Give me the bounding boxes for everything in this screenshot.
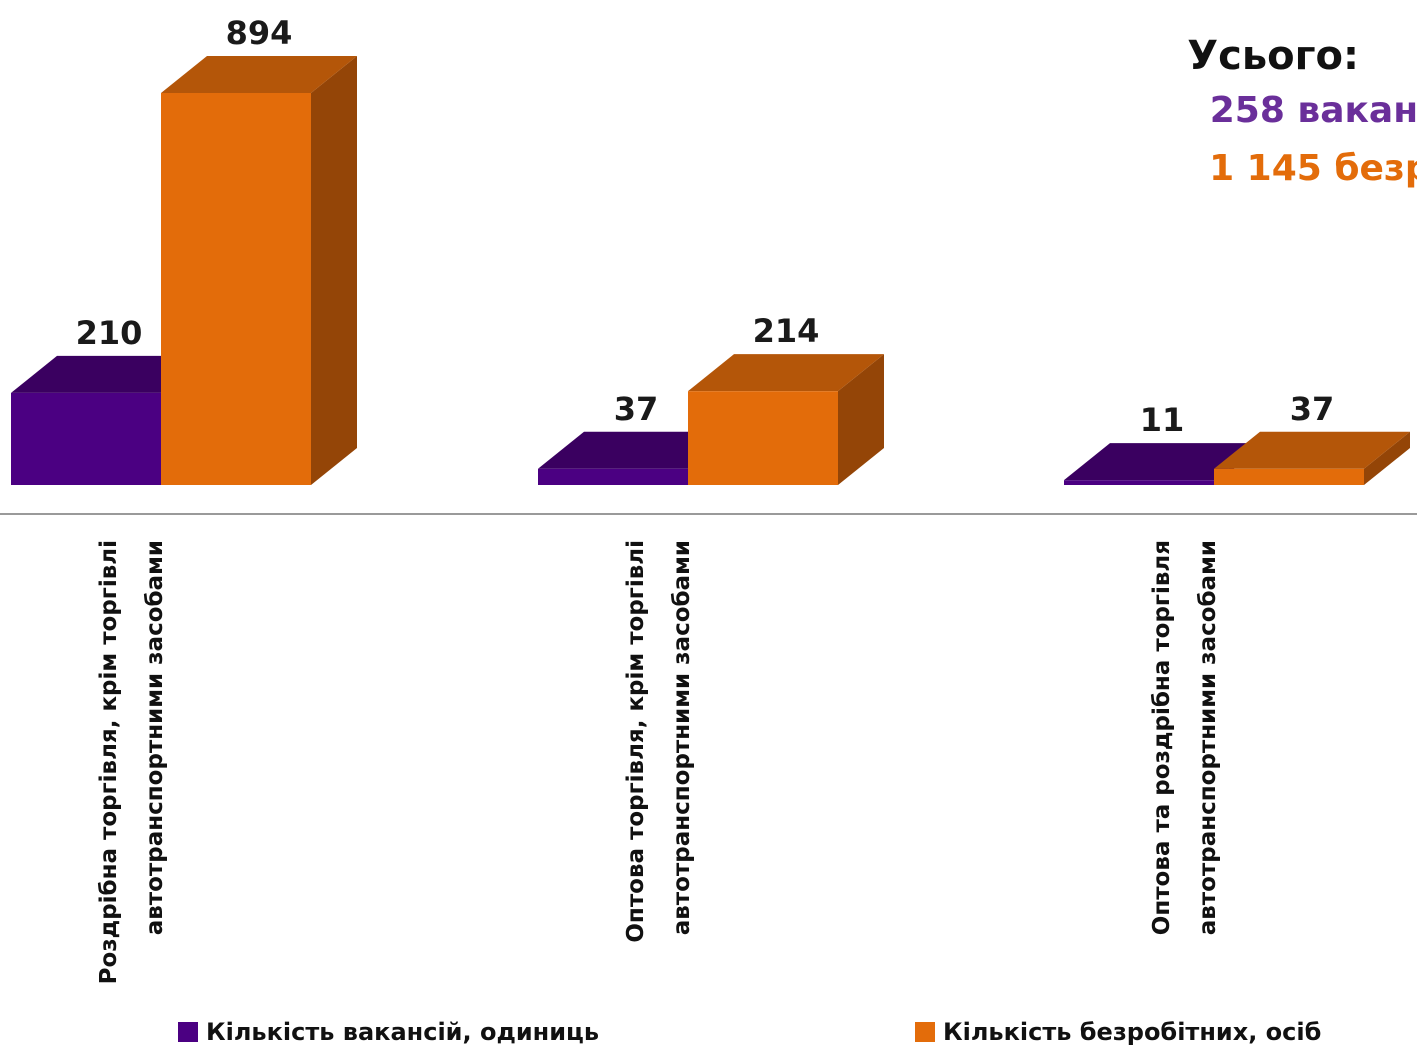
data-label-vacancies-2: 37 [614, 390, 659, 428]
totals-unemployed: 1 145 безробітних [1209, 148, 1417, 189]
bar-unemployed-3-side [1364, 431, 1410, 485]
bar-vacancies-3-top [1064, 443, 1260, 481]
bar-unemployed-3 [1214, 468, 1364, 485]
data-label-unemployed-1: 894 [226, 14, 293, 52]
legend-item-unemployed: Кількість безробітних, осіб [915, 1018, 1321, 1046]
bar-unemployed-1 [161, 93, 311, 485]
bar-unemployed-1-top [161, 56, 357, 93]
data-label-vacancies-3: 11 [1140, 401, 1185, 439]
category-label-1-line-2: автотранспортними засобами [142, 540, 168, 935]
bar-vacancies-2 [538, 468, 688, 485]
totals-box: Усього: 258 вакансій 1 145 безробітних [977, 30, 1417, 198]
bar-unemployed-1-side [311, 56, 357, 485]
category-label-3-line-2: автотранспортними засобами [1195, 540, 1221, 935]
totals-vacancies: 258 вакансій [1209, 90, 1417, 131]
bar-unemployed-2-side [838, 354, 884, 485]
bar-unemployed-2-top [688, 354, 884, 392]
bar-vacancies-3 [1064, 480, 1214, 485]
legend-swatch-vacancies [178, 1022, 198, 1042]
data-label-vacancies-1: 210 [76, 314, 143, 352]
bar-unemployed-3-top [1214, 431, 1410, 469]
data-label-unemployed-2: 214 [753, 312, 820, 350]
legend-label-vacancies: Кількість вакансій, одиниць [206, 1018, 600, 1046]
bar-vacancies-1 [11, 392, 161, 485]
category-label-3-line-1: Оптова та роздрібна торгівля [1149, 540, 1175, 935]
bar-unemployed-2 [688, 391, 838, 485]
totals-title: Усього: [1187, 33, 1359, 79]
category-label-1-line-1: Роздрібна торгівля, крім торгівлі [96, 540, 122, 984]
bar-vacancies-2-top [538, 431, 734, 469]
legend-swatch-unemployed [915, 1022, 935, 1042]
category-label-2-line-2: автотранспортними засобами [669, 540, 695, 935]
legend-item-vacancies: Кількість вакансій, одиниць [178, 1018, 599, 1046]
category-label-2-line-1: Оптова торгівля, крім торгівлі [623, 540, 649, 943]
data-label-unemployed-3: 37 [1290, 390, 1335, 428]
legend-label-unemployed: Кількість безробітних, осіб [943, 1018, 1322, 1046]
bar-vacancies-1-top [11, 355, 207, 393]
